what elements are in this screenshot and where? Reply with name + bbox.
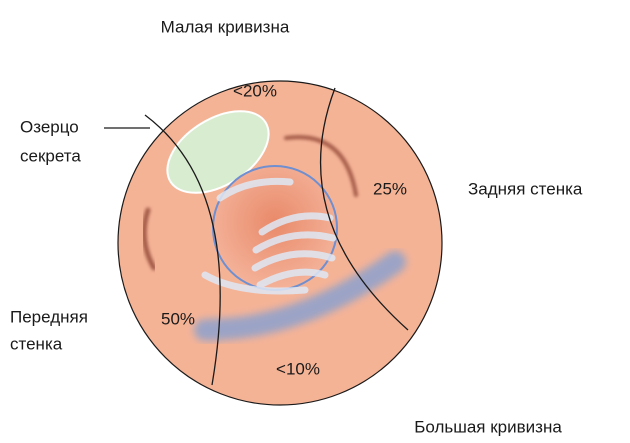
lesser-curvature-label: Малая кривизна <box>161 17 290 36</box>
diagram: Малая кривизна Большая кривизна Задняя с… <box>0 0 630 438</box>
anterior-wall-label: стенка <box>10 334 63 353</box>
secretion-pool-label: секрета <box>20 146 81 165</box>
secretion-pool-label: Озерцо <box>20 117 79 136</box>
greater-curvature-label: Большая кривизна <box>414 417 562 436</box>
sector-percent: 25% <box>373 179 407 198</box>
anterior-wall-label: Передняя <box>10 307 88 326</box>
sector-percent: <20% <box>233 81 277 100</box>
sector-percent: <10% <box>276 359 320 378</box>
stomach-view <box>104 81 442 405</box>
posterior-wall-label: Задняя стенка <box>468 179 583 198</box>
sector-percent: 50% <box>161 309 195 328</box>
